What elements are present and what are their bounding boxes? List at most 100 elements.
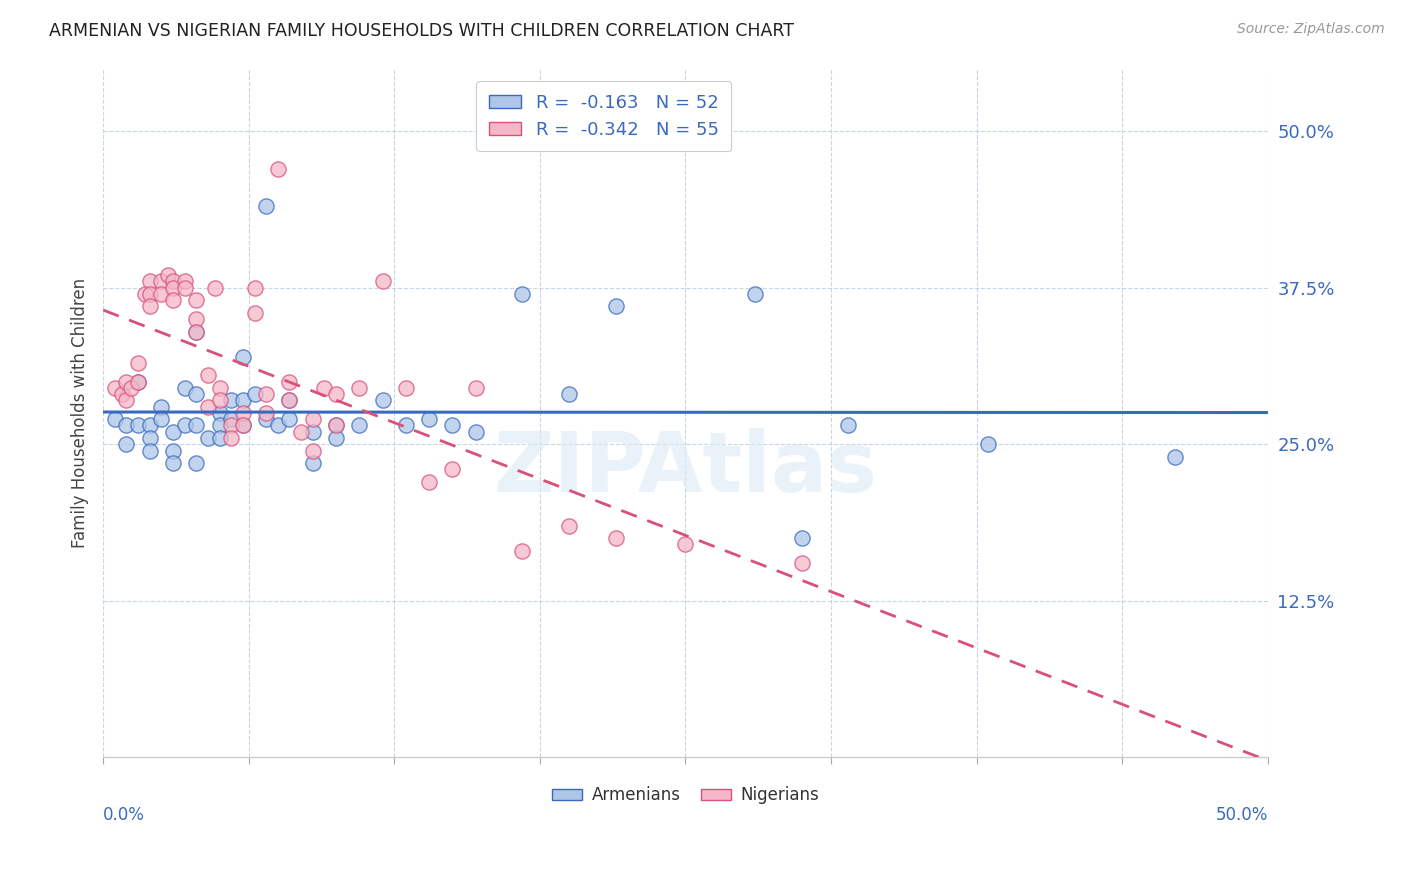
Point bbox=[197, 400, 219, 414]
Point bbox=[115, 437, 138, 451]
Point bbox=[512, 543, 534, 558]
Point bbox=[395, 381, 418, 395]
Point bbox=[243, 281, 266, 295]
Point bbox=[111, 387, 134, 401]
Point bbox=[208, 418, 231, 433]
Point bbox=[441, 462, 464, 476]
Y-axis label: Family Households with Children: Family Households with Children bbox=[72, 278, 89, 548]
Point bbox=[162, 293, 184, 308]
Point bbox=[232, 393, 254, 408]
Point bbox=[349, 381, 371, 395]
Point bbox=[173, 275, 195, 289]
Point bbox=[232, 406, 254, 420]
Point bbox=[243, 306, 266, 320]
Point bbox=[208, 406, 231, 420]
Point bbox=[138, 275, 160, 289]
Text: Source: ZipAtlas.com: Source: ZipAtlas.com bbox=[1237, 22, 1385, 37]
Point bbox=[162, 425, 184, 439]
Text: ARMENIAN VS NIGERIAN FAMILY HOUSEHOLDS WITH CHILDREN CORRELATION CHART: ARMENIAN VS NIGERIAN FAMILY HOUSEHOLDS W… bbox=[49, 22, 794, 40]
Text: 50.0%: 50.0% bbox=[1215, 805, 1268, 823]
Point bbox=[395, 418, 418, 433]
Point bbox=[1163, 450, 1185, 464]
Point bbox=[418, 412, 440, 426]
Point bbox=[186, 456, 208, 470]
Point bbox=[204, 281, 226, 295]
Point bbox=[254, 412, 277, 426]
Point bbox=[197, 368, 219, 383]
Point bbox=[219, 418, 242, 433]
Point bbox=[219, 412, 242, 426]
Point bbox=[673, 537, 696, 551]
Point bbox=[150, 287, 173, 301]
Point bbox=[254, 406, 277, 420]
Point bbox=[138, 443, 160, 458]
Point bbox=[162, 456, 184, 470]
Point bbox=[186, 312, 208, 326]
Point bbox=[605, 531, 627, 545]
Point bbox=[186, 325, 208, 339]
Point bbox=[138, 431, 160, 445]
Point bbox=[558, 518, 581, 533]
Point bbox=[325, 418, 347, 433]
Point bbox=[208, 431, 231, 445]
Point bbox=[186, 418, 208, 433]
Point bbox=[232, 350, 254, 364]
Point bbox=[162, 281, 184, 295]
Point bbox=[301, 425, 323, 439]
Point bbox=[115, 393, 138, 408]
Point bbox=[790, 556, 813, 570]
Point bbox=[219, 393, 242, 408]
Point bbox=[232, 418, 254, 433]
Point bbox=[314, 381, 336, 395]
Text: 0.0%: 0.0% bbox=[103, 805, 145, 823]
Legend: Armenians, Nigerians: Armenians, Nigerians bbox=[546, 780, 825, 811]
Point bbox=[150, 275, 173, 289]
Point bbox=[290, 425, 312, 439]
Point bbox=[267, 418, 290, 433]
Point bbox=[301, 456, 323, 470]
Point bbox=[127, 375, 149, 389]
Point bbox=[371, 393, 394, 408]
Point bbox=[104, 412, 127, 426]
Point bbox=[325, 387, 347, 401]
Point bbox=[232, 418, 254, 433]
Point bbox=[441, 418, 464, 433]
Point bbox=[278, 375, 301, 389]
Point bbox=[744, 287, 766, 301]
Point bbox=[115, 375, 138, 389]
Point bbox=[186, 293, 208, 308]
Point bbox=[278, 393, 301, 408]
Point bbox=[325, 418, 347, 433]
Point bbox=[349, 418, 371, 433]
Point bbox=[301, 443, 323, 458]
Point bbox=[138, 418, 160, 433]
Point bbox=[254, 387, 277, 401]
Point bbox=[977, 437, 1000, 451]
Point bbox=[325, 431, 347, 445]
Point bbox=[267, 161, 290, 176]
Point bbox=[127, 418, 149, 433]
Point bbox=[464, 425, 486, 439]
Point bbox=[150, 400, 173, 414]
Point bbox=[150, 412, 173, 426]
Point bbox=[120, 381, 142, 395]
Point bbox=[837, 418, 859, 433]
Point bbox=[418, 475, 440, 489]
Point bbox=[254, 199, 277, 213]
Point bbox=[243, 387, 266, 401]
Point bbox=[115, 418, 138, 433]
Point bbox=[138, 300, 160, 314]
Point bbox=[127, 375, 149, 389]
Point bbox=[219, 431, 242, 445]
Point bbox=[104, 381, 127, 395]
Point bbox=[301, 412, 323, 426]
Point bbox=[278, 412, 301, 426]
Point bbox=[162, 275, 184, 289]
Point bbox=[371, 275, 394, 289]
Point bbox=[208, 381, 231, 395]
Text: ZIPAtlas: ZIPAtlas bbox=[494, 427, 877, 508]
Point bbox=[127, 356, 149, 370]
Point bbox=[197, 431, 219, 445]
Point bbox=[278, 393, 301, 408]
Point bbox=[558, 387, 581, 401]
